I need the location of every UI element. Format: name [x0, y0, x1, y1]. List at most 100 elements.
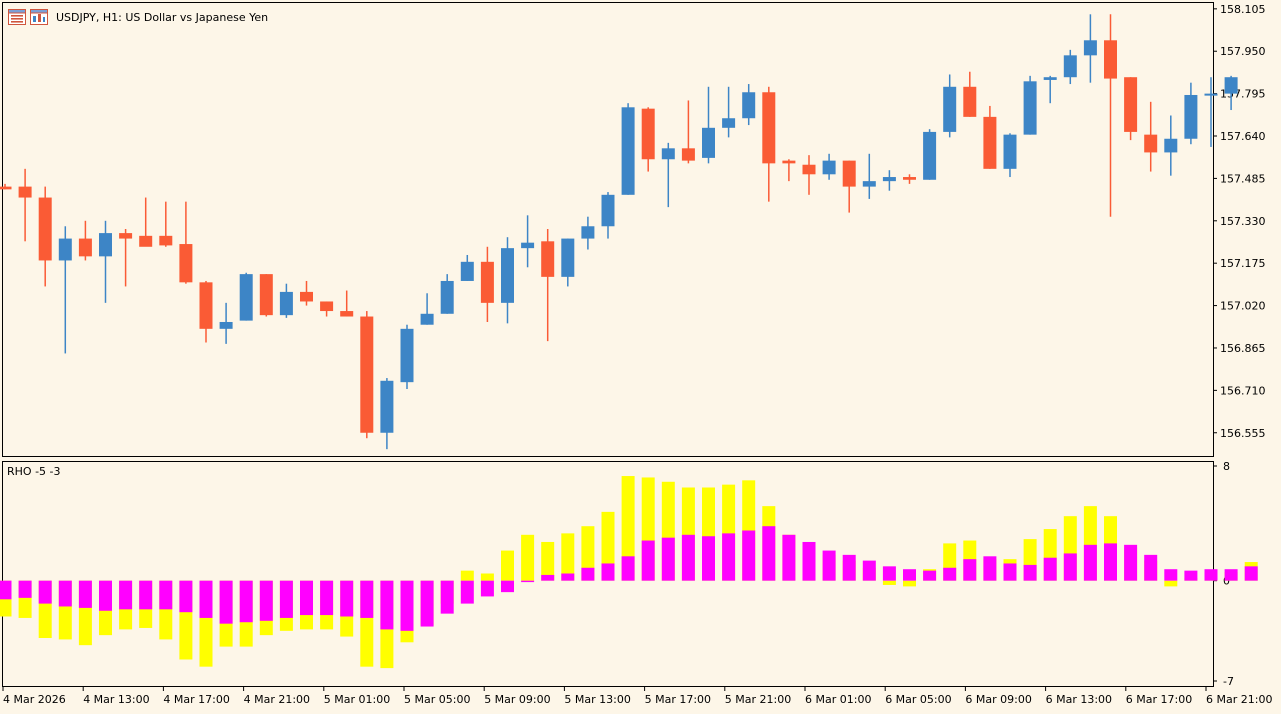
candle [1144, 101, 1158, 172]
time-tick-label: 6 Mar 17:00 [1126, 693, 1192, 706]
time-tick-label: 6 Mar 05:00 [885, 693, 951, 706]
candle [1043, 75, 1057, 104]
candle-body [480, 261, 494, 303]
candle [460, 254, 474, 281]
candle [320, 301, 334, 317]
candle [0, 183, 12, 190]
rho-bar-primary [279, 580, 293, 618]
rho-bar-primary [199, 580, 213, 618]
candle-body [742, 92, 756, 119]
candle-body [1164, 138, 1178, 153]
candle-body [360, 316, 374, 433]
rho-bar-primary [903, 569, 916, 581]
candle [782, 159, 796, 182]
rho-bar-primary [923, 570, 937, 581]
candle [722, 86, 736, 138]
rho-bar-secondary [521, 534, 535, 581]
candle-body [420, 313, 434, 325]
time-tick-label: 6 Mar 21:00 [1206, 693, 1272, 706]
rho-bar-primary [882, 566, 896, 581]
candle-body [842, 160, 856, 187]
candle [300, 280, 313, 306]
rho-bar-primary [78, 580, 92, 608]
candle-body [18, 186, 32, 198]
rho-bar-primary [983, 556, 997, 581]
candle-body [38, 197, 52, 261]
candle [641, 107, 655, 172]
rho-bar-primary [320, 580, 334, 616]
candle [38, 186, 52, 287]
indicator-label: RHO -5 -3 [7, 465, 61, 478]
rho-bar-primary [259, 580, 273, 621]
rho-bar-secondary [541, 541, 555, 581]
rho-bar-primary [0, 580, 12, 600]
rho-bar-primary [18, 580, 32, 598]
candle-body [561, 238, 575, 277]
rho-bar-primary [58, 580, 72, 607]
candle-body [541, 241, 555, 277]
time-tick-label: 6 Mar 09:00 [965, 693, 1031, 706]
candle [400, 324, 414, 389]
candle-body [1063, 55, 1077, 78]
candle-body [722, 118, 736, 128]
chart-window-icon[interactable] [30, 9, 48, 25]
candle-body [199, 282, 213, 329]
rho-bar-primary [782, 534, 796, 581]
candle [259, 274, 273, 317]
indicator-tick-label: -7 [1223, 675, 1234, 688]
candle-body [501, 248, 514, 303]
candle-body [641, 108, 655, 160]
candle [501, 237, 514, 324]
candle-body [1224, 77, 1238, 94]
candle-body [0, 186, 12, 190]
candle-body [99, 233, 112, 257]
candle [561, 238, 575, 287]
rho-bar-primary [1184, 570, 1198, 581]
chart-list-icon[interactable] [8, 9, 26, 25]
rho-bar-primary [963, 559, 977, 581]
candle-body [862, 181, 876, 187]
rho-bar-primary [842, 554, 856, 581]
candle-body [1124, 77, 1138, 132]
rho-bar-primary [1144, 554, 1158, 581]
candle-body [762, 92, 776, 164]
rho-bar-primary [601, 563, 615, 581]
rho-bar-primary [340, 580, 354, 617]
candle-body [1204, 93, 1218, 96]
candle-body [58, 238, 72, 261]
candle-body [239, 274, 253, 321]
rho-bar-secondary [581, 526, 595, 581]
rho-bar-primary [742, 530, 756, 581]
candle [521, 215, 535, 268]
candle [661, 142, 675, 208]
candle [983, 105, 997, 169]
rho-bar-secondary [561, 533, 575, 581]
candlestick-series [0, 14, 1238, 450]
rho-bar-primary [561, 573, 575, 581]
candle-body [1003, 134, 1017, 169]
candle [903, 174, 916, 184]
candle [601, 192, 615, 239]
candle [239, 272, 253, 321]
rho-bar-primary [661, 537, 675, 581]
candle-body [1083, 40, 1097, 56]
candle [99, 220, 112, 303]
rho-bar-primary [1063, 553, 1077, 581]
candle-body [983, 116, 997, 169]
candle [1224, 75, 1238, 111]
candle-body [440, 280, 454, 314]
candle-body [661, 148, 675, 160]
candle-body [702, 127, 715, 158]
candle [581, 216, 595, 250]
time-tick-label: 5 Mar 13:00 [564, 693, 630, 706]
rho-bar-primary [722, 533, 736, 581]
candle [380, 378, 394, 450]
candle [943, 74, 957, 138]
rho-bar-primary [400, 580, 414, 631]
candle-body [581, 226, 595, 239]
candle-body [903, 177, 916, 180]
rho-bar-primary [1023, 564, 1037, 581]
candle [420, 293, 434, 325]
rho-bar-primary [581, 567, 595, 581]
